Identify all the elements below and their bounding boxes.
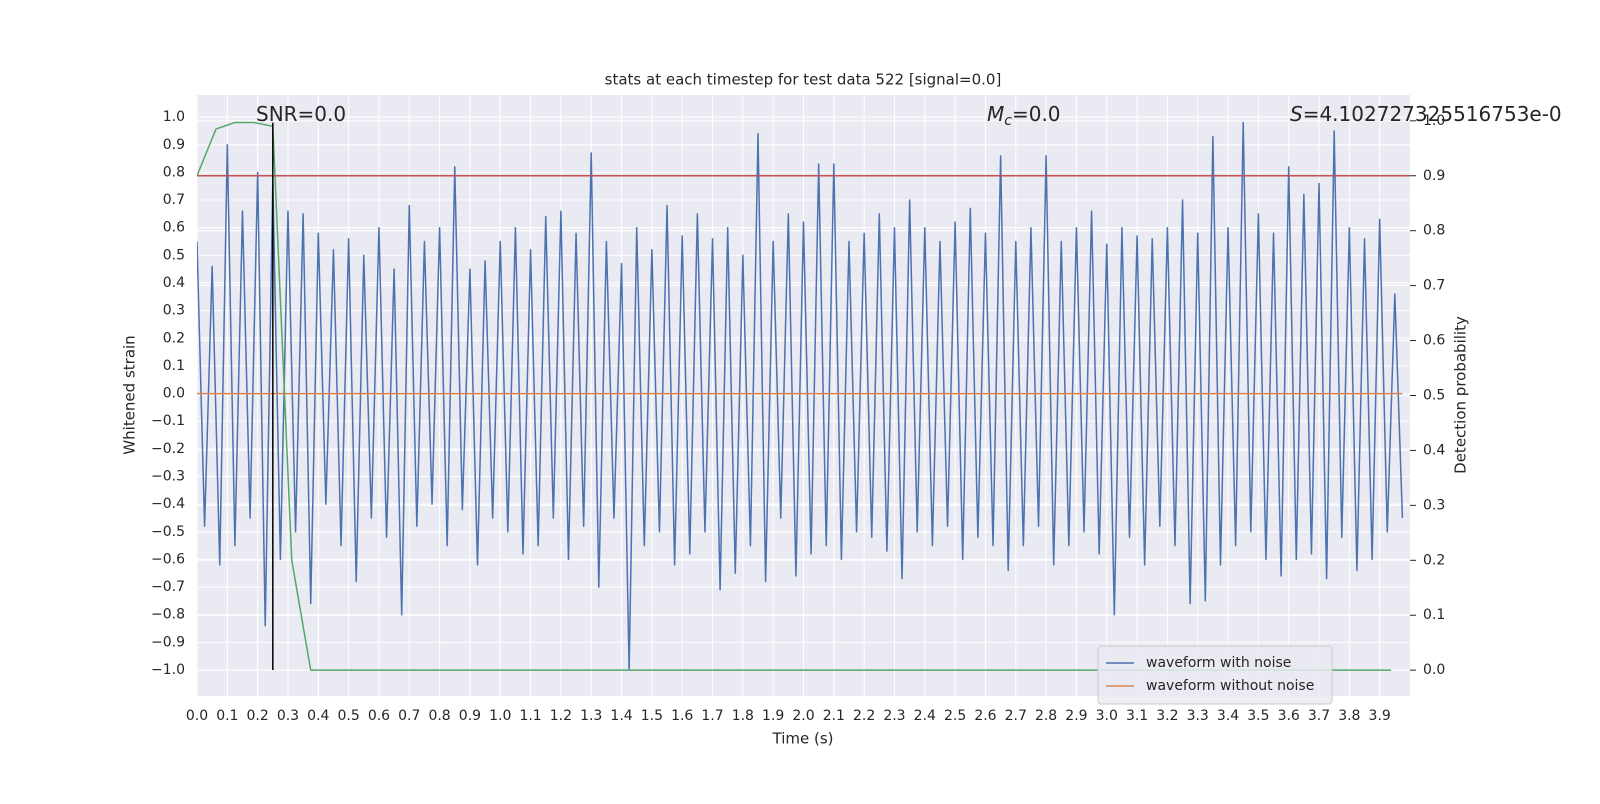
y-tick-label: −0.7 [151,579,185,595]
x-tick-label: 1.7 [701,708,723,724]
x-tick-label: 1.8 [732,708,754,724]
y2-tick-label: 0.5 [1423,388,1445,404]
x-tick-label: 3.8 [1338,708,1360,724]
x-tick-label: 0.4 [307,708,329,724]
x-tick-label: 0.6 [368,708,390,724]
series-line [197,121,1392,671]
series-line [197,121,1404,671]
x-tick-label: 2.4 [914,708,936,724]
x-tick-label: 3.9 [1369,708,1391,724]
y2-tick-label: 1.0 [1423,113,1445,129]
x-tick-label: 2.3 [883,708,905,724]
x-tick-label: 3.1 [1126,708,1148,724]
x-tick-label: 0.3 [277,708,299,724]
chart-title: stats at each timestep for test data 522… [605,71,1002,89]
annotation: Mc=0.0 [987,102,1061,130]
y-tick-label: −0.9 [151,634,185,650]
y-tick-label: −0.3 [151,468,185,484]
x-tick-label: 2.2 [853,708,875,724]
y-tick-label: −0.6 [151,551,185,567]
y-tick-label: −1.0 [151,662,185,678]
y2-tick-label: 0.1 [1423,607,1445,623]
x-tick-label: 1.4 [610,708,632,724]
y-tick-label: −0.4 [151,496,185,512]
x-tick-label: 2.7 [1005,708,1027,724]
y-tick-label: 0.1 [163,358,185,374]
y-tick-label: 0.8 [163,164,185,180]
y2-tick-label: 0.8 [1423,223,1445,239]
annotation: S=4.102727325516753e-0 [1290,102,1562,126]
y-tick-label: 0.5 [163,247,185,263]
y2-tick-label: 0.9 [1423,168,1445,184]
annotation-subscript: c [1004,113,1012,129]
legend-label: waveform without noise [1146,678,1314,694]
y2-axis-label: Detection probability [1452,316,1470,474]
y-tick-label: 0.3 [163,303,185,319]
y-axis-label: Whitened strain [121,335,139,454]
x-tick-label: 2.8 [1035,708,1057,724]
x-tick-label: 3.3 [1187,708,1209,724]
x-tick-label: 1.6 [671,708,693,724]
legend-box [1097,645,1333,705]
y-tick-label: 0.2 [163,330,185,346]
annotation-text: =0.0 [1012,102,1061,126]
legend-label: waveform with noise [1146,655,1291,671]
y2-tick-label: 0.4 [1423,442,1445,458]
y-tick-label: 0.0 [163,386,185,402]
x-tick-label: 3.7 [1308,708,1330,724]
x-tick-label: 1.2 [550,708,572,724]
y-tick-label: −0.1 [151,413,185,429]
x-tick-label: 2.1 [823,708,845,724]
x-tick-label: 0.1 [216,708,238,724]
annotation-text: =4.102727325516753e-0 [1303,102,1562,126]
x-tick-label: 1.1 [519,708,541,724]
y-tick-label: −0.5 [151,524,185,540]
x-tick-label: 2.9 [1065,708,1087,724]
x-tick-label: 2.6 [974,708,996,724]
x-tick-label: 2.5 [944,708,966,724]
x-tick-label: 3.0 [1096,708,1118,724]
y2-tick-label: 0.7 [1423,278,1445,294]
y-tick-label: −0.8 [151,607,185,623]
y2-tick-label: 0.0 [1423,662,1445,678]
x-tick-label: 3.2 [1156,708,1178,724]
x-tick-label: 1.0 [489,708,511,724]
annotation-symbol: S [1290,102,1303,126]
x-tick-label: 1.9 [762,708,784,724]
y-tick-label: 0.7 [163,192,185,208]
x-tick-label: 1.5 [641,708,663,724]
x-tick-label: 0.8 [428,708,450,724]
y-tick-label: 1.0 [163,109,185,125]
y2-tick-label: 0.6 [1423,333,1445,349]
y-tick-label: 0.9 [163,137,185,153]
annotation-text: SNR=0.0 [256,102,346,126]
y-tick-label: 0.4 [163,275,185,291]
annotation-symbol: M [987,102,1004,126]
x-tick-label: 3.6 [1278,708,1300,724]
x-tick-label: 1.3 [580,708,602,724]
x-tick-label: 0.5 [337,708,359,724]
x-tick-label: 2.0 [792,708,814,724]
annotation: SNR=0.0 [256,102,346,126]
y-tick-label: −0.2 [151,441,185,457]
x-tick-label: 0.2 [247,708,269,724]
x-tick-label: 0.0 [186,708,208,724]
x-tick-label: 0.7 [398,708,420,724]
x-tick-label: 3.4 [1217,708,1239,724]
y2-tick-label: 0.3 [1423,497,1445,513]
y-tick-label: 0.6 [163,220,185,236]
y2-tick-label: 0.2 [1423,552,1445,568]
x-tick-label: 3.5 [1247,708,1269,724]
x-tick-label: 0.9 [459,708,481,724]
x-axis-label: Time (s) [772,730,834,748]
